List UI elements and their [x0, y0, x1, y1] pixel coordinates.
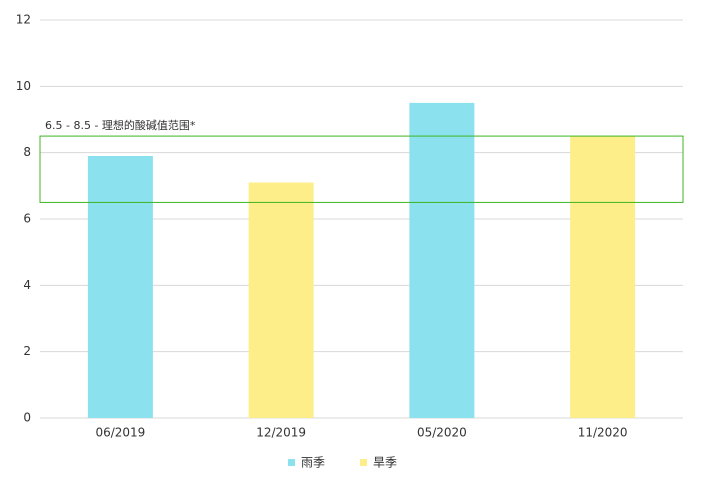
x-tick-label: 12/2019	[256, 426, 306, 440]
legend-marker	[288, 459, 295, 466]
bar	[87, 155, 153, 418]
legend-marker	[360, 459, 367, 466]
y-tick-label: 0	[23, 411, 31, 425]
y-tick-label: 10	[16, 79, 31, 93]
bar	[570, 136, 636, 419]
x-tick-label: 05/2020	[417, 426, 467, 440]
legend-label: 雨季	[301, 456, 325, 470]
y-tick-label: 4	[23, 278, 31, 292]
band-label: 6.5 - 8.5 - 理想的酸碱值范围*	[45, 118, 196, 132]
y-tick-label: 12	[16, 13, 31, 27]
y-tick-label: 6	[23, 212, 31, 226]
target-band	[39, 135, 684, 203]
x-tick-label: 11/2020	[578, 426, 628, 440]
y-tick-label: 8	[23, 145, 31, 159]
legend-label: 旱季	[373, 456, 397, 470]
y-tick-label: 2	[23, 344, 31, 358]
bar	[248, 182, 314, 418]
x-tick-label: 06/2019	[95, 426, 145, 440]
bar	[409, 102, 475, 419]
